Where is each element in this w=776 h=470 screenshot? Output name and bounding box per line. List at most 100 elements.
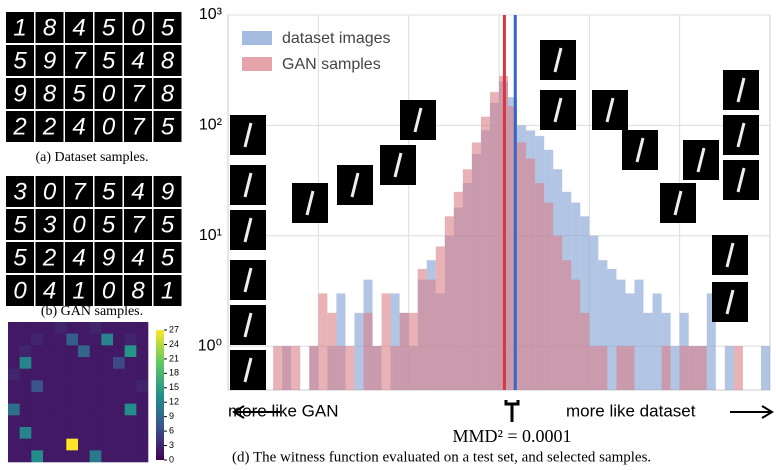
digit-tile bbox=[94, 209, 123, 240]
heatmap-cell bbox=[124, 357, 137, 369]
thumbnail-stroke bbox=[243, 172, 253, 198]
heatmap-cell bbox=[124, 450, 137, 463]
heatmap-cell bbox=[43, 368, 55, 381]
digit-tile bbox=[153, 275, 182, 306]
heatmap-cell bbox=[101, 357, 114, 369]
heatmap-cell bbox=[101, 368, 114, 381]
heatmap-cell bbox=[124, 403, 137, 416]
digit-tile bbox=[6, 176, 34, 207]
heatmap-cell bbox=[54, 415, 67, 428]
heatmap-cell bbox=[31, 438, 44, 451]
histogram-bar bbox=[318, 293, 328, 390]
digit: 3 bbox=[13, 178, 27, 205]
histogram-bar bbox=[426, 279, 436, 390]
heatmap-cell bbox=[43, 403, 55, 416]
colorbar-tick-label: 9 bbox=[169, 411, 174, 421]
heatmap-cell bbox=[89, 438, 102, 451]
heatmap-cell bbox=[89, 427, 102, 439]
histogram-bar bbox=[453, 191, 463, 390]
digit-tile bbox=[65, 275, 93, 306]
heatmap-cell bbox=[78, 357, 90, 369]
histogram-bar bbox=[589, 235, 599, 390]
digit-tile bbox=[35, 111, 64, 142]
histogram-bar bbox=[462, 169, 472, 390]
heatmap-cell bbox=[43, 450, 55, 463]
histogram-bar bbox=[598, 260, 608, 390]
digit: 2 bbox=[12, 113, 26, 140]
heatmap-cell bbox=[19, 450, 32, 463]
histogram-bar bbox=[589, 346, 599, 390]
histogram-bar bbox=[616, 279, 626, 390]
heatmap-cell bbox=[136, 380, 149, 393]
digit: 5 bbox=[161, 14, 175, 41]
digit: 8 bbox=[43, 14, 57, 41]
colorbar-tick-label: 24 bbox=[169, 339, 179, 349]
heatmap-cell bbox=[54, 333, 67, 346]
heatmap-cell bbox=[31, 368, 44, 381]
thumbnail-stroke bbox=[243, 357, 253, 383]
heatmap-cell bbox=[136, 345, 149, 358]
heatmap-cell bbox=[19, 368, 32, 381]
digit-tile bbox=[94, 78, 123, 109]
digit: 8 bbox=[131, 277, 145, 304]
digit-tile bbox=[35, 12, 64, 43]
heatmap-cell bbox=[54, 322, 67, 334]
digit-tile bbox=[65, 12, 93, 43]
heatmap-cell bbox=[66, 403, 79, 416]
digit-tile bbox=[6, 209, 34, 240]
digit: 4 bbox=[131, 244, 144, 271]
heatmap-cell bbox=[31, 357, 44, 369]
heatmap-cell bbox=[31, 415, 44, 428]
digit: 2 bbox=[42, 244, 56, 271]
heatmap-cell bbox=[19, 427, 32, 439]
heatmap-cell bbox=[124, 368, 137, 381]
heatmap-cell bbox=[66, 357, 79, 369]
digit: 5 bbox=[102, 178, 116, 205]
histogram-bar bbox=[309, 346, 319, 390]
heatmap-cell bbox=[66, 438, 79, 451]
histogram-bar bbox=[363, 312, 373, 390]
thumbnail-stroke bbox=[736, 77, 746, 103]
digit-tile bbox=[153, 242, 182, 273]
digit-tile bbox=[153, 78, 182, 109]
heatmap-cell bbox=[78, 345, 90, 358]
heatmap-cell bbox=[66, 368, 79, 381]
digit: 4 bbox=[72, 113, 85, 140]
digit: 8 bbox=[43, 80, 57, 107]
thumbnail-stroke bbox=[736, 122, 746, 148]
histogram-bar bbox=[607, 268, 617, 390]
heatmap-cell bbox=[78, 427, 90, 439]
heatmap-cell bbox=[89, 368, 102, 381]
heatmap-cell bbox=[113, 345, 125, 358]
digit: 1 bbox=[13, 14, 26, 41]
heatmap-cell bbox=[89, 333, 102, 346]
digit-tile bbox=[153, 12, 182, 43]
histogram-bar bbox=[399, 312, 409, 390]
heatmap-cell bbox=[136, 322, 149, 334]
digit-tile bbox=[153, 176, 182, 207]
digit-tile bbox=[6, 111, 34, 142]
histogram-bar bbox=[553, 235, 563, 390]
histogram-bar bbox=[562, 260, 572, 390]
colorbar-tick-label: 12 bbox=[169, 397, 179, 407]
digit: 9 bbox=[102, 244, 115, 271]
digit: 5 bbox=[161, 244, 175, 271]
histogram-bar bbox=[444, 216, 454, 390]
digit: 9 bbox=[13, 80, 26, 107]
heatmap-cell bbox=[136, 333, 149, 346]
heatmap-cell bbox=[43, 333, 55, 346]
digit: 3 bbox=[43, 211, 57, 238]
colorbar-tick-label: 18 bbox=[169, 368, 179, 378]
histogram-bar bbox=[760, 346, 770, 390]
histogram-bar bbox=[480, 116, 490, 390]
digit: 9 bbox=[161, 178, 174, 205]
histogram-bar bbox=[336, 346, 346, 390]
heatmap-cell bbox=[113, 427, 125, 439]
heatmap-cell bbox=[8, 392, 20, 404]
heatmap-cell bbox=[43, 427, 55, 439]
digit-tile bbox=[94, 176, 123, 207]
heatmap-cell bbox=[136, 427, 149, 439]
histogram-bar bbox=[733, 346, 743, 390]
heatmap-cell bbox=[113, 403, 125, 416]
